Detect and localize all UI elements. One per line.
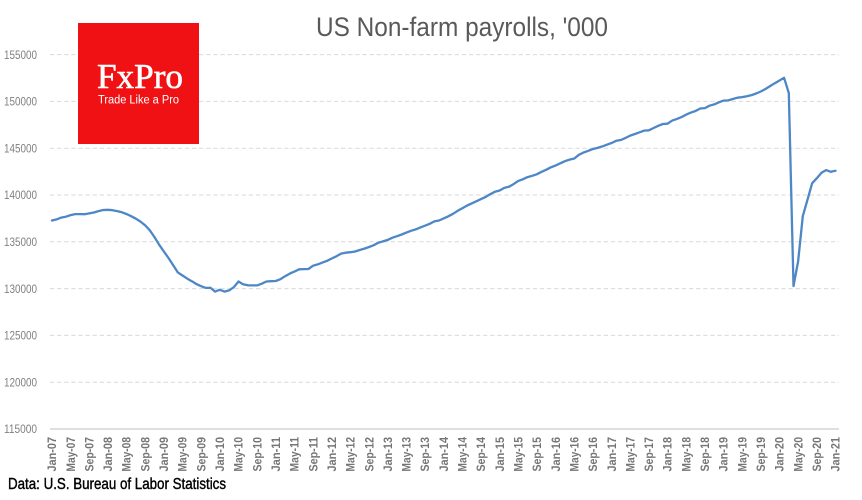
svg-text:Sep-19: Sep-19 bbox=[756, 437, 768, 472]
svg-text:140000: 140000 bbox=[4, 188, 37, 202]
svg-text:May-13: May-13 bbox=[402, 437, 414, 472]
svg-text:May-16: May-16 bbox=[570, 437, 582, 472]
svg-text:Jan-17: Jan-17 bbox=[607, 437, 619, 472]
svg-text:May-18: May-18 bbox=[681, 436, 693, 471]
svg-text:Jan-20: Jan-20 bbox=[775, 437, 787, 472]
svg-text:May-15: May-15 bbox=[514, 436, 526, 471]
svg-text:Jan-16: Jan-16 bbox=[551, 437, 563, 472]
svg-text:Sep-10: Sep-10 bbox=[252, 437, 264, 472]
svg-text:Sep-16: Sep-16 bbox=[588, 437, 600, 472]
svg-text:May-09: May-09 bbox=[178, 437, 190, 472]
svg-text:Sep-14: Sep-14 bbox=[476, 436, 488, 471]
svg-text:FxPro: FxPro bbox=[97, 57, 183, 96]
svg-text:Jan-08: Jan-08 bbox=[103, 436, 115, 471]
svg-text:Jan-21: Jan-21 bbox=[831, 436, 843, 471]
svg-text:May-07: May-07 bbox=[66, 437, 78, 472]
svg-text:US Non-farm payrolls, '000: US Non-farm payrolls, '000 bbox=[316, 12, 608, 42]
svg-text:Sep-09: Sep-09 bbox=[196, 437, 208, 472]
svg-text:Jan-09: Jan-09 bbox=[159, 437, 171, 472]
svg-text:Sep-18: Sep-18 bbox=[700, 436, 712, 471]
svg-text:May-10: May-10 bbox=[234, 437, 246, 472]
svg-text:Jan-07: Jan-07 bbox=[47, 437, 59, 472]
svg-text:155000: 155000 bbox=[4, 48, 37, 62]
svg-text:Jan-10: Jan-10 bbox=[215, 437, 227, 472]
svg-text:May-14: May-14 bbox=[458, 436, 470, 471]
svg-text:Jan-15: Jan-15 bbox=[495, 436, 507, 471]
svg-text:Jan-12: Jan-12 bbox=[327, 437, 339, 472]
svg-text:May-11: May-11 bbox=[290, 436, 302, 471]
svg-text:Data: U.S. Bureau of Labor Sta: Data: U.S. Bureau of Labor Statistics bbox=[8, 476, 226, 493]
svg-text:135000: 135000 bbox=[4, 235, 37, 249]
svg-text:May-12: May-12 bbox=[346, 437, 358, 472]
svg-text:Sep-13: Sep-13 bbox=[420, 437, 432, 472]
svg-text:115000: 115000 bbox=[4, 422, 37, 436]
svg-text:130000: 130000 bbox=[4, 282, 37, 296]
svg-text:Sep-20: Sep-20 bbox=[812, 437, 824, 472]
svg-text:Jan-13: Jan-13 bbox=[383, 437, 395, 472]
svg-text:May-08: May-08 bbox=[122, 436, 134, 471]
svg-text:Sep-08: Sep-08 bbox=[140, 436, 152, 471]
svg-text:Sep-15: Sep-15 bbox=[532, 436, 544, 471]
svg-text:Jan-14: Jan-14 bbox=[439, 436, 451, 471]
svg-text:May-17: May-17 bbox=[625, 437, 637, 472]
svg-text:150000: 150000 bbox=[4, 95, 37, 109]
svg-text:Sep-12: Sep-12 bbox=[364, 437, 376, 472]
svg-text:Sep-11: Sep-11 bbox=[308, 436, 320, 471]
svg-text:145000: 145000 bbox=[4, 141, 37, 155]
svg-text:Jan-11: Jan-11 bbox=[271, 436, 283, 471]
svg-text:Sep-07: Sep-07 bbox=[84, 437, 96, 472]
svg-text:125000: 125000 bbox=[4, 329, 37, 343]
svg-text:May-20: May-20 bbox=[793, 437, 805, 472]
svg-text:Trade Like a Pro: Trade Like a Pro bbox=[98, 95, 179, 107]
svg-text:Jan-19: Jan-19 bbox=[719, 437, 731, 472]
svg-text:Sep-17: Sep-17 bbox=[644, 437, 656, 472]
svg-text:May-19: May-19 bbox=[737, 437, 749, 472]
svg-text:120000: 120000 bbox=[4, 375, 37, 389]
svg-text:Jan-18: Jan-18 bbox=[663, 436, 675, 471]
